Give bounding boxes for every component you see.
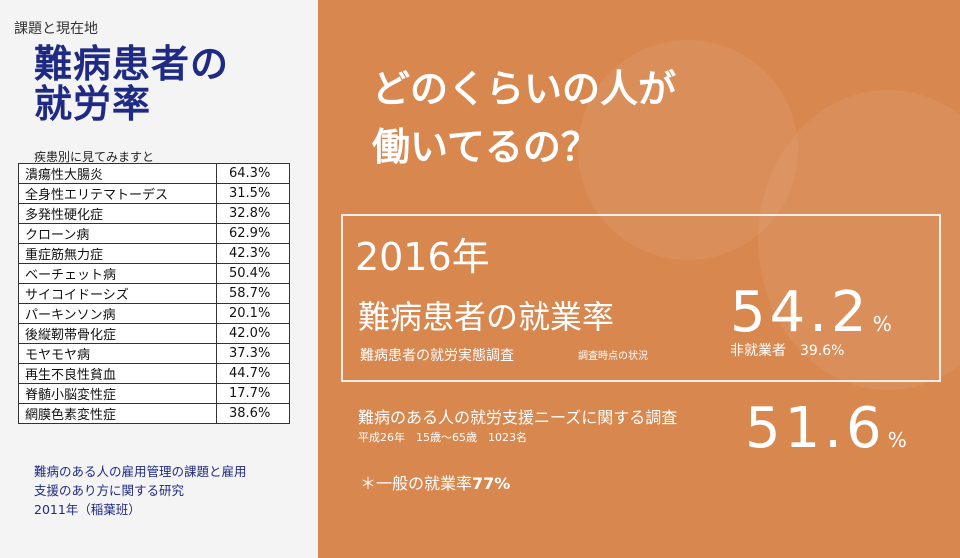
disease-name: 潰瘍性大腸炎 xyxy=(18,163,217,184)
citation-line: 難病のある人の雇用管理の課題と雇用 xyxy=(34,464,247,479)
page-title: 難病患者の 就労率 xyxy=(34,44,304,124)
disease-name: クローン病 xyxy=(18,223,217,244)
table-row: 潰瘍性大腸炎 64.3% xyxy=(18,163,290,184)
table-row: ベーチェット病 50.4% xyxy=(18,263,290,284)
employment-rate: 62.9% xyxy=(216,223,290,244)
employment-rate: 44.7% xyxy=(216,363,290,384)
survey2-name: 難病のある人の就労支援ニーズに関する調査 xyxy=(358,408,678,427)
employment-rate: 50.4% xyxy=(216,263,290,284)
table-row: パーキンソン病 20.1% xyxy=(18,303,290,324)
disease-name: 脊髄小脳変性症 xyxy=(18,383,217,404)
survey2-rate-value: 51.6% xyxy=(745,396,907,461)
table-row: クローン病 62.9% xyxy=(18,223,290,244)
table-row: サイコイドーシズ 58.7% xyxy=(18,283,290,304)
unemployed-rate: 非就業者 39.6% xyxy=(730,343,845,359)
employment-rate: 64.3% xyxy=(216,163,290,184)
survey2-meta: 平成26年 15歳～65歳 1023名 xyxy=(358,431,527,444)
survey-name: 難病患者の就労実態調査 xyxy=(360,348,514,364)
employment-rate: 20.1% xyxy=(216,303,290,324)
source-citation: 難病のある人の雇用管理の課題と雇用 支援のあり方に関する研究 2011年（稲葉班… xyxy=(34,462,247,519)
table-row: 網膜色素変性症 38.6% xyxy=(18,403,290,424)
year-label: 2016年 xyxy=(355,235,490,279)
table-row: 脊髄小脳変性症 17.7% xyxy=(18,383,290,404)
employment-rate: 31.5% xyxy=(216,183,290,204)
rate-number: 54.2 xyxy=(730,280,871,345)
stat-box xyxy=(341,214,941,382)
disease-name: モヤモヤ病 xyxy=(18,343,217,364)
disease-name: 全身性エリテマトーデス xyxy=(18,183,217,204)
citation-line: 支援のあり方に関する研究 xyxy=(34,483,185,498)
employment-rate-value: 54.2% xyxy=(730,280,892,345)
disease-name: パーキンソン病 xyxy=(18,303,217,324)
disease-name: 多発性硬化症 xyxy=(18,203,217,224)
table-body: 潰瘍性大腸炎 64.3% 全身性エリテマトーデス 31.5% 多発性硬化症 32.8% クロ… xyxy=(18,163,290,424)
disease-name: 重症筋無力症 xyxy=(18,243,217,264)
general-employment-rate: ＊一般の就業率77% xyxy=(360,470,510,494)
general-value: 77% xyxy=(472,474,511,493)
disease-name: ベーチェット病 xyxy=(18,263,217,284)
percent-sign: % xyxy=(887,428,907,452)
percent-sign: % xyxy=(872,312,892,336)
survey-note: 調査時点の状況 xyxy=(578,351,648,362)
employment-rate: 17.7% xyxy=(216,383,290,404)
title-line: 難病患者の xyxy=(34,42,230,86)
background-illustration xyxy=(758,90,960,390)
employment-rate: 32.8% xyxy=(216,203,290,224)
employment-rate: 38.6% xyxy=(216,403,290,424)
disease-name: 後縦靭帯骨化症 xyxy=(18,323,217,344)
citation-line: 2011年（稲葉班） xyxy=(34,502,141,517)
table-row: 多発性硬化症 32.8% xyxy=(18,203,290,224)
right-panel xyxy=(318,0,960,558)
title-line: 就労率 xyxy=(34,82,152,126)
rate-number: 51.6 xyxy=(745,396,886,461)
table-row: 再生不良性貧血 44.7% xyxy=(18,363,290,384)
employment-rate: 37.3% xyxy=(216,343,290,364)
background-illustration xyxy=(578,40,798,260)
general-label: ＊一般の就業率 xyxy=(360,474,473,493)
disease-name: 再生不良性貧血 xyxy=(18,363,217,384)
breadcrumb: 課題と現在地 xyxy=(14,21,98,37)
table-row: 後縦靭帯骨化症 42.0% xyxy=(18,323,290,344)
employment-rate: 42.3% xyxy=(216,243,290,264)
disease-name: 網膜色素変性症 xyxy=(18,403,217,424)
employment-rate: 58.7% xyxy=(216,283,290,304)
question-heading: どのくらいの人が 働いてるの？ xyxy=(372,60,676,176)
disease-name: サイコイドーシズ xyxy=(18,283,217,304)
question-line: どのくらいの人が xyxy=(372,67,677,111)
table-row: 全身性エリテマトーデス 31.5% xyxy=(18,183,290,204)
table-caption: 疾患別に見てみますと xyxy=(34,150,155,164)
question-line: 働いてるの？ xyxy=(372,125,599,169)
disease-employment-table: 潰瘍性大腸炎 64.3% 全身性エリテマトーデス 31.5% 多発性硬化症 32.8% クロ… xyxy=(18,163,290,424)
table-row: モヤモヤ病 37.3% xyxy=(18,343,290,364)
employment-rate-label: 難病患者の就業率 xyxy=(358,298,615,336)
employment-rate: 42.0% xyxy=(216,323,290,344)
table-row: 重症筋無力症 42.3% xyxy=(18,243,290,264)
